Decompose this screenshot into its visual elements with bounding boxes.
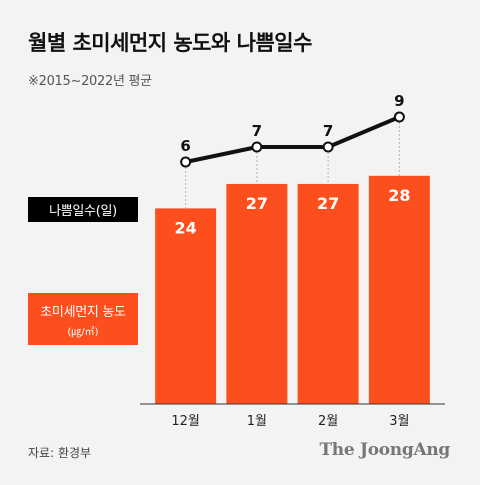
x-tick-label: 1월 xyxy=(247,414,267,429)
line-value-label: 7 xyxy=(323,122,333,140)
brand-logo: The JoongAng xyxy=(319,440,450,460)
bar xyxy=(368,175,430,404)
source-note: 자료: 환경부 xyxy=(28,446,92,460)
chart-subtitle: ※2015~2022년 평균 xyxy=(28,74,152,89)
x-tick-label: 12월 xyxy=(171,414,200,429)
x-axis-ticks: 12월 1월 2월 3월 xyxy=(171,414,409,429)
line-point xyxy=(322,141,334,153)
legend-bad-days: 나쁨일수(일) xyxy=(28,197,138,222)
legend-pm25-label: 초미세먼지 농도 xyxy=(40,304,126,320)
bar-value-label: 28 xyxy=(388,186,410,205)
legend-pm25-unit: (㎍/㎥) xyxy=(67,326,99,338)
line-value-label: 9 xyxy=(394,92,404,110)
line-value-label: 7 xyxy=(252,122,262,140)
bar xyxy=(226,183,288,404)
line-series: 6 7 7 9 xyxy=(180,92,405,168)
legend-pm25: 초미세먼지 농도 (㎍/㎥) xyxy=(28,293,138,345)
line-path xyxy=(185,115,401,164)
line-value-label: 6 xyxy=(180,137,190,155)
bar xyxy=(155,208,217,404)
bar-value-label: 24 xyxy=(174,218,196,237)
line-point xyxy=(251,141,263,153)
chart-title: 월별 초미세먼지 농도와 나쁨일수 xyxy=(28,31,312,55)
bar-series: 24 27 27 28 xyxy=(155,175,430,404)
bar-value-label: 27 xyxy=(317,194,339,213)
guide-lines xyxy=(185,122,400,209)
x-tick-label: 3월 xyxy=(389,414,409,429)
line-point xyxy=(393,111,405,123)
x-tick-label: 2월 xyxy=(318,414,338,429)
bar xyxy=(297,183,359,404)
line-point xyxy=(180,156,192,168)
legend-bad-days-label: 나쁨일수(일) xyxy=(49,204,117,219)
bar-value-label: 27 xyxy=(246,194,268,213)
